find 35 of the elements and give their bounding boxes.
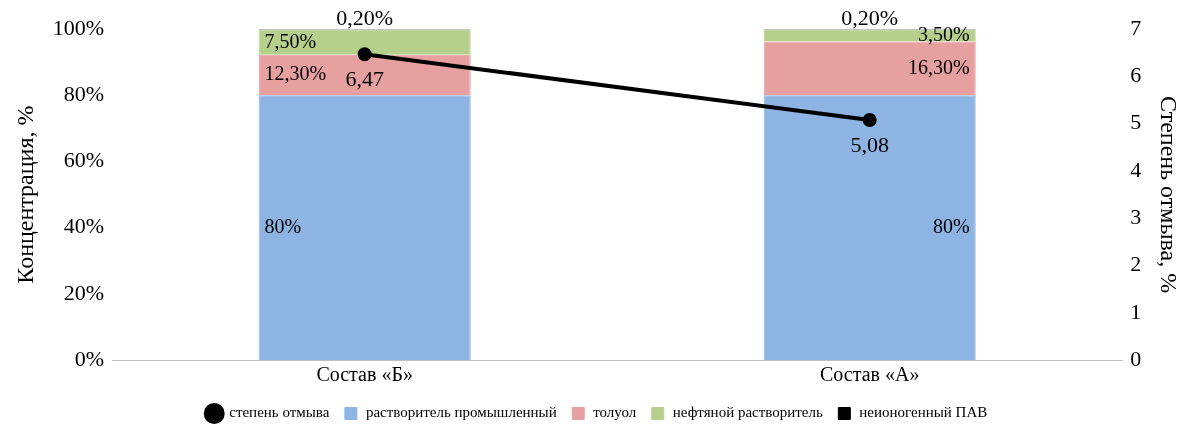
y2-axis-title: Степень отмыва, % <box>1156 95 1183 294</box>
data-label: 6,47 <box>345 66 384 92</box>
y-tick-label: 60% <box>63 147 105 173</box>
data-label: 80% <box>933 214 970 237</box>
y-tick-label: 0% <box>74 345 105 371</box>
data-label: 80% <box>264 214 302 237</box>
y2-tick-label: 5 <box>1130 109 1142 135</box>
x-tick-label: Состав «Б» <box>316 363 413 386</box>
legend-label: степень отмыва <box>229 404 330 421</box>
legend-label: нефтяной растворитель <box>672 404 823 421</box>
y-tick-label: 100% <box>52 14 105 40</box>
legend-label: растворитель промышленный <box>365 404 557 421</box>
legend-label: толуол <box>593 404 637 421</box>
bar <box>763 95 976 360</box>
bar <box>258 95 471 360</box>
y2-tick-label: 1 <box>1130 298 1142 324</box>
y2-tick-label: 7 <box>1130 14 1142 40</box>
data-label: 3,50% <box>918 22 970 45</box>
data-label: 7,50% <box>264 29 317 52</box>
data-label: 12,30% <box>264 62 327 85</box>
data-label: 0,20% <box>336 4 394 30</box>
data-label: 0,20% <box>841 4 899 30</box>
y-tick-label: 80% <box>63 81 105 107</box>
x-tick-label: Состав «А» <box>819 363 920 386</box>
y2-tick-label: 4 <box>1130 156 1142 182</box>
y-tick-label: 20% <box>63 279 105 305</box>
y2-tick-label: 3 <box>1130 204 1142 230</box>
y2-tick-label: 0 <box>1130 345 1142 371</box>
y-tick-label: 40% <box>63 213 105 239</box>
y2-tick-label: 6 <box>1130 62 1142 88</box>
data-label: 16,30% <box>908 55 970 78</box>
legend-label: неионогенный ПАВ <box>859 404 988 421</box>
data-label: 5,08 <box>850 131 889 157</box>
y2-tick-label: 2 <box>1130 251 1142 277</box>
y-axis-title: Концентрация, % <box>11 105 38 284</box>
